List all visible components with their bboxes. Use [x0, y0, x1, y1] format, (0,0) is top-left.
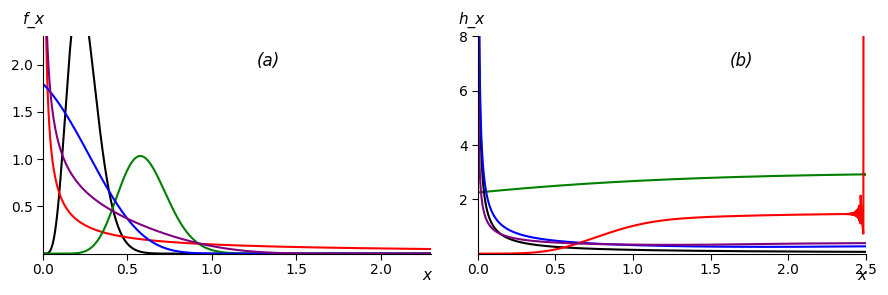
- Text: (b): (b): [730, 52, 753, 70]
- Text: (a): (a): [257, 52, 280, 70]
- Text: h_x: h_x: [458, 12, 485, 28]
- Text: x: x: [857, 268, 866, 283]
- Text: f_x: f_x: [23, 12, 45, 28]
- Text: x: x: [422, 268, 432, 283]
